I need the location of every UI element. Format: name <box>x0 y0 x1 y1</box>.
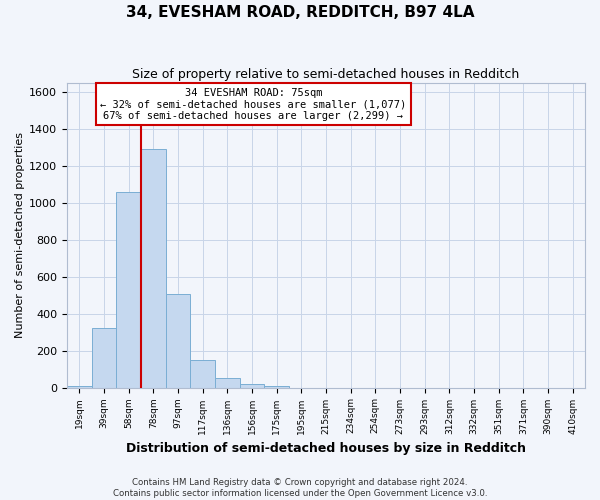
Bar <box>215 378 239 388</box>
Bar <box>116 192 141 388</box>
Text: 34, EVESHAM ROAD, REDDITCH, B97 4LA: 34, EVESHAM ROAD, REDDITCH, B97 4LA <box>126 5 474 20</box>
X-axis label: Distribution of semi-detached houses by size in Redditch: Distribution of semi-detached houses by … <box>126 442 526 455</box>
Bar <box>190 360 215 388</box>
Bar <box>92 328 116 388</box>
Bar <box>265 386 289 388</box>
Title: Size of property relative to semi-detached houses in Redditch: Size of property relative to semi-detach… <box>133 68 520 80</box>
Text: Contains HM Land Registry data © Crown copyright and database right 2024.
Contai: Contains HM Land Registry data © Crown c… <box>113 478 487 498</box>
Bar <box>166 294 190 388</box>
Bar <box>67 386 92 388</box>
Text: 34 EVESHAM ROAD: 75sqm
← 32% of semi-detached houses are smaller (1,077)
67% of : 34 EVESHAM ROAD: 75sqm ← 32% of semi-det… <box>100 88 407 121</box>
Bar <box>141 150 166 388</box>
Y-axis label: Number of semi-detached properties: Number of semi-detached properties <box>15 132 25 338</box>
Bar <box>239 384 265 388</box>
